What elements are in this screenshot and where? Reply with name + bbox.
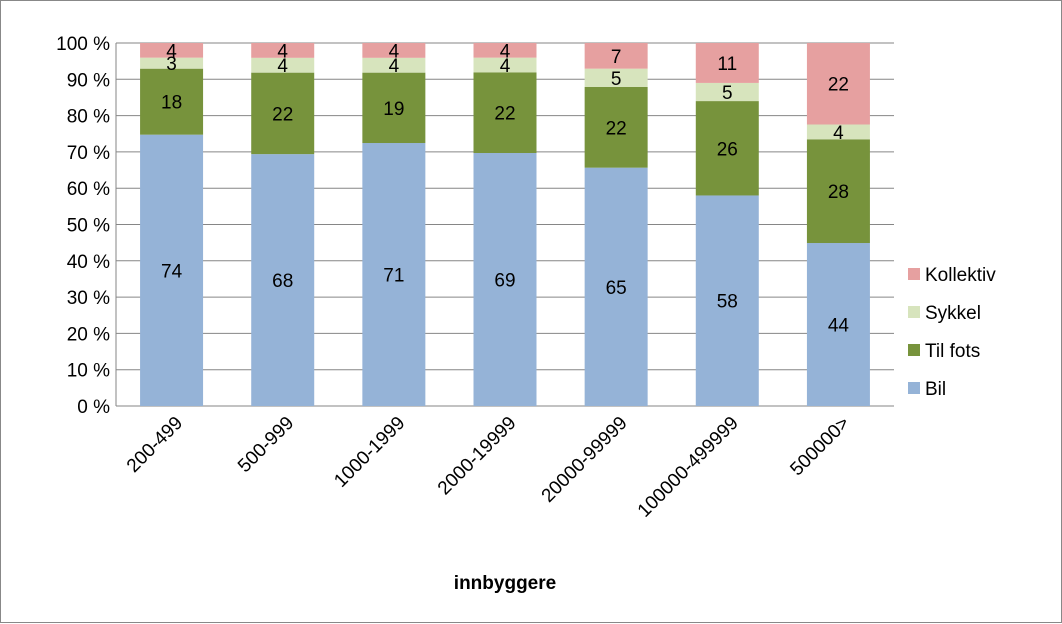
bar-segment-kollektiv	[362, 43, 426, 58]
data-label: 4	[277, 41, 288, 62]
bar-segment-kollektiv	[140, 43, 204, 58]
data-label: 3	[166, 54, 177, 75]
data-label: 5	[611, 69, 622, 90]
bars	[140, 43, 870, 407]
data-label: 28	[828, 182, 849, 203]
data-label: 4	[500, 56, 511, 77]
data-label: 74	[161, 261, 183, 282]
bar-segment-til-fots	[251, 72, 315, 155]
data-label: 68	[272, 271, 293, 292]
legend-swatch	[908, 306, 920, 318]
y-tick-label: 80 %	[67, 107, 110, 128]
y-tick-label: 40 %	[67, 252, 110, 273]
data-label: 5	[722, 83, 733, 104]
x-axis-ticks: 200-499 500-999 1000-1999 2000-19999 20000-9…	[123, 413, 854, 522]
x-axis-title: innbyggere	[454, 573, 556, 594]
bar-segment-kollektiv	[695, 43, 759, 83]
x-tick-label: 500000>	[786, 413, 854, 481]
data-label: 26	[717, 139, 738, 160]
bar-segment-sykkel	[806, 124, 870, 140]
data-label: 18	[161, 93, 182, 114]
y-tick-label: 50 %	[67, 216, 110, 237]
bar-segment-bil	[251, 154, 315, 406]
data-label: 58	[717, 292, 738, 313]
data-label: 22	[828, 75, 849, 96]
bar-segment-kollektiv	[584, 43, 648, 69]
legend-label: Til fots	[925, 341, 980, 362]
bar-segment-bil	[584, 167, 648, 406]
x-tick-label: 20000-99999	[538, 413, 632, 507]
legend: Kollektiv Sykkel Til fots Bil	[908, 265, 996, 400]
bar-segment-bil	[140, 134, 204, 406]
bar-segment-kollektiv	[251, 43, 315, 58]
x-tick-label: 1000-1999	[330, 413, 409, 492]
legend-swatch	[908, 268, 920, 280]
data-labels: 7418346822447119446922446522575826511442…	[161, 41, 849, 336]
bar-segment-til-fots	[584, 87, 648, 168]
bar-segment-sykkel	[140, 57, 204, 69]
data-label: 4	[166, 41, 177, 62]
y-tick-label: 70 %	[67, 143, 110, 164]
y-axis-ticks: 0 % 10 % 20 % 30 % 40 % 50 % 60 % 70 % 80 % 90 % 1…	[56, 34, 110, 418]
data-label: 22	[494, 104, 515, 125]
y-tick-label: 90 %	[67, 70, 110, 91]
data-label: 44	[828, 316, 850, 337]
data-label: 4	[833, 123, 844, 144]
bar-segment-bil	[473, 153, 537, 406]
data-label: 19	[383, 99, 404, 120]
x-tick-label: 500-999	[234, 413, 298, 477]
bar-segment-sykkel	[473, 57, 537, 73]
data-label: 71	[383, 266, 404, 287]
y-tick-label: 20 %	[67, 324, 110, 345]
data-label: 4	[389, 41, 400, 62]
bar-segment-til-fots	[362, 72, 426, 144]
bar-segment-bil	[695, 195, 759, 406]
bar-segment-kollektiv	[473, 43, 537, 58]
y-tick-label: 100 %	[56, 34, 110, 55]
bar-segment-sykkel	[584, 68, 648, 87]
x-tick-label: 100000-499999	[634, 413, 743, 522]
y-tick-label: 30 %	[67, 288, 110, 309]
bar-segment-sykkel	[695, 82, 759, 102]
data-label: 4	[500, 41, 511, 62]
data-label: 4	[277, 56, 288, 77]
data-label: 22	[272, 104, 293, 125]
bar-segment-sykkel	[251, 57, 315, 73]
bar-segment-til-fots	[473, 72, 537, 153]
y-tick-label: 10 %	[67, 361, 110, 382]
legend-swatch	[908, 344, 920, 356]
data-label: 69	[494, 271, 515, 292]
data-label: 7	[611, 47, 622, 68]
legend-label: Kollektiv	[925, 265, 996, 286]
bar-segment-bil	[362, 143, 426, 407]
data-label: 11	[717, 54, 737, 75]
bar-segment-til-fots	[695, 101, 759, 196]
data-label: 22	[606, 118, 627, 139]
bar-segment-til-fots	[140, 68, 204, 135]
x-tick-label: 200-499	[123, 413, 187, 477]
y-tick-label: 60 %	[67, 179, 110, 200]
data-label: 4	[389, 56, 400, 77]
bar-segment-bil	[806, 243, 870, 406]
legend-label: Sykkel	[925, 303, 981, 324]
bar-segment-kollektiv	[806, 43, 870, 125]
bar-segment-til-fots	[806, 139, 870, 244]
data-label: 65	[606, 278, 627, 299]
legend-swatch	[908, 382, 920, 394]
legend-label: Bil	[925, 379, 946, 400]
bar-segment-sykkel	[362, 57, 426, 73]
y-tick-label: 0 %	[77, 397, 110, 418]
x-tick-label: 2000-19999	[434, 413, 521, 500]
